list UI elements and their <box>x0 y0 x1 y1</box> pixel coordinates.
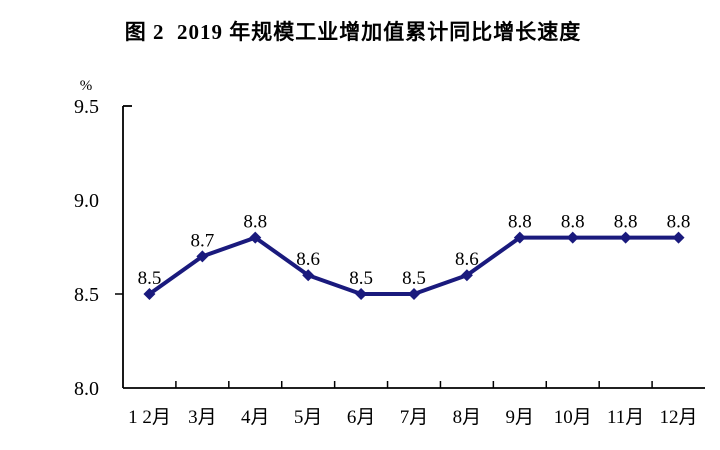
y-tick-label: 8.5 <box>74 284 99 306</box>
data-point-marker <box>513 231 526 244</box>
x-tick-label: 12月 <box>660 407 698 428</box>
y-axis-labels: 8.0 8.5 9.0 9.5% <box>74 78 99 400</box>
data-label: 8.7 <box>190 230 214 251</box>
data-point-marker <box>619 231 632 244</box>
data-point-marker <box>355 288 368 300</box>
x-tick-label: 1 2月 <box>128 407 171 428</box>
y-tick-label: 9.0 <box>74 190 99 212</box>
data-point-marker <box>672 231 685 244</box>
x-tick-label: 11月 <box>607 407 644 428</box>
data-point-marker <box>249 231 262 244</box>
y-axis-unit-label: % <box>80 78 93 94</box>
data-series <box>143 231 685 300</box>
x-axis <box>123 381 705 389</box>
data-label: 8.6 <box>455 249 479 270</box>
data-label: 8.5 <box>138 268 162 289</box>
data-point-marker <box>302 269 315 282</box>
data-label: 8.8 <box>508 212 532 233</box>
data-label: 8.8 <box>667 212 691 233</box>
data-point-marker <box>460 269 473 282</box>
x-tick-label: 4月 <box>241 407 270 428</box>
data-label: 8.8 <box>614 212 638 233</box>
x-tick-label: 3月 <box>188 407 217 428</box>
data-point-marker <box>566 231 579 244</box>
y-tick-label: 8.0 <box>74 378 99 400</box>
data-label: 8.6 <box>296 249 320 270</box>
y-tick-label: 9.5 <box>74 96 99 118</box>
data-label: 8.5 <box>349 268 373 289</box>
data-label: 8.8 <box>243 212 267 233</box>
x-tick-label: 10月 <box>554 407 592 428</box>
data-point-marker <box>143 288 156 300</box>
data-point-marker <box>408 288 420 300</box>
x-tick-label: 8月 <box>453 407 482 428</box>
y-axis <box>115 105 132 388</box>
data-label: 8.5 <box>402 268 426 289</box>
x-tick-label: 6月 <box>347 407 376 428</box>
x-axis-labels: 1 2月 3月 4月 5月 6月 7月 8月 9月 10月 11月 12月 <box>128 407 697 428</box>
x-tick-label: 5月 <box>294 407 323 428</box>
data-label: 8.8 <box>561 212 585 233</box>
data-point-marker <box>196 250 209 263</box>
chart-title: 图 2 2019 年规模工业增加值累计同比增长速度 <box>124 20 582 44</box>
x-tick-label: 9月 <box>506 407 535 428</box>
x-tick-label: 7月 <box>400 407 429 428</box>
data-labels: 8.5 8.7 8.8 8.6 8.5 8.5 8.6 8.8 8.8 8.8 8.8 <box>138 212 691 289</box>
